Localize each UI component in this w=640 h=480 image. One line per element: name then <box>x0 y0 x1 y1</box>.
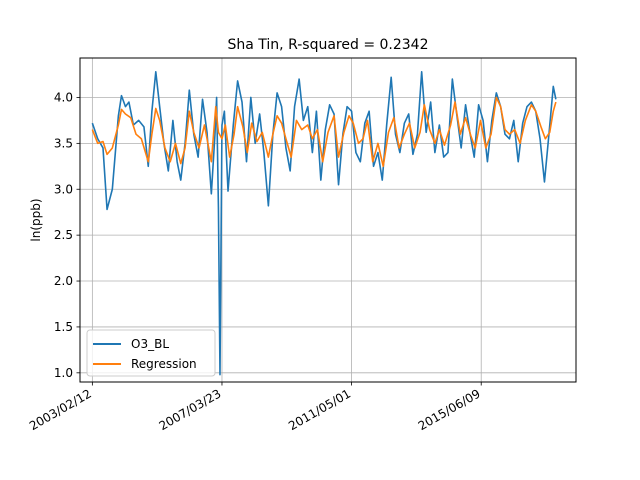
y-axis-label: ln(ppb) <box>29 198 43 241</box>
chart-title: Sha Tin, R-squared = 0.2342 <box>228 37 429 53</box>
y-tick-label: 1.5 <box>54 320 73 334</box>
y-tick-label: 4.0 <box>54 90 73 104</box>
plot-frame <box>79 57 577 383</box>
y-axis: 1.0 1.5 2.0 2.5 3.0 3.5 4.0 <box>54 90 80 380</box>
y-tick-label: 3.0 <box>54 182 73 196</box>
y-tick-label: 1.0 <box>54 366 73 380</box>
y-tick-label: 2.5 <box>54 228 73 242</box>
legend-label-o3-bl: O3_BL <box>131 337 169 351</box>
grid-lines <box>80 58 576 382</box>
y-tick-label: 2.0 <box>54 274 73 288</box>
series-layer <box>91 70 557 376</box>
y-tick-label: 3.5 <box>54 136 73 150</box>
series-line-regression <box>91 96 557 168</box>
legend: O3_BL Regression <box>86 329 216 377</box>
series-line-o3-bl <box>91 70 557 376</box>
legend-label-regression: Regression <box>131 357 197 371</box>
